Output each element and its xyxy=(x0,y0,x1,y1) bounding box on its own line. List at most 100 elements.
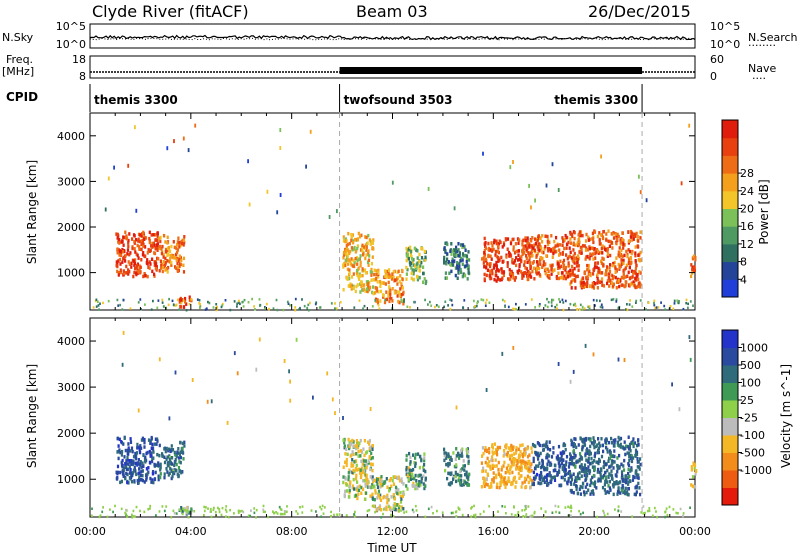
power-echo-cell xyxy=(489,264,492,269)
velocity-echo-cell xyxy=(116,464,120,469)
velocity-near-range-cell xyxy=(149,504,152,508)
velocity-echo-cell xyxy=(181,510,184,515)
velocity-echo-cell xyxy=(454,457,457,461)
power-echo-cell xyxy=(453,252,456,257)
velocity-echo-cell xyxy=(511,457,514,461)
velocity-sparse-cell xyxy=(121,362,124,367)
velocity-echo-cell xyxy=(691,475,695,479)
power-echo-cell xyxy=(142,274,145,279)
velocity-near-range-cell xyxy=(529,515,532,518)
velocity-echo-cell xyxy=(532,459,535,464)
power-echo-cell xyxy=(490,257,493,261)
velocity-echo-cell xyxy=(634,454,637,458)
velocity-echo-cell xyxy=(374,491,377,495)
velocity-near-range-cell xyxy=(382,508,385,511)
velocity-echo-cell xyxy=(568,461,571,466)
power-echo-cell xyxy=(164,247,168,252)
power-echo-cell xyxy=(584,284,587,288)
velocity-near-range-cell xyxy=(640,511,643,514)
velocity-near-range-cell xyxy=(620,510,623,513)
velocity-echo-cell xyxy=(534,444,537,449)
velocity-near-range-cell xyxy=(175,512,178,515)
velocity-echo-cell xyxy=(496,452,499,457)
power-echo-cell xyxy=(458,251,461,255)
power-echo-cell xyxy=(346,248,350,252)
power-echo-cell xyxy=(415,262,418,266)
power-echo-cell xyxy=(497,244,500,249)
power-echo-cell xyxy=(377,268,380,273)
power-echo-cell xyxy=(387,272,390,276)
power-echo-cell xyxy=(615,268,618,272)
velocity-echo-cell xyxy=(621,479,625,483)
velocity-near-range-cell xyxy=(126,514,129,518)
power-sparse-cell xyxy=(688,123,691,128)
power-echo-cell xyxy=(600,246,603,251)
power-echo-cell xyxy=(345,239,348,243)
power-echo-cell xyxy=(518,264,521,268)
power-echo-cell xyxy=(597,266,600,271)
power-echo-cell xyxy=(526,260,529,264)
power-echo-cell xyxy=(638,270,641,274)
power-echo-cell xyxy=(388,299,391,304)
velocity-echo-cell xyxy=(117,444,120,448)
velocity-echo-cell xyxy=(132,454,136,459)
power-echo-cell xyxy=(353,260,356,265)
velocity-near-range-cell xyxy=(225,510,228,513)
velocity-echo-cell xyxy=(481,469,484,474)
power-echo-cell xyxy=(586,268,589,272)
velocity-near-range-cell xyxy=(183,509,186,512)
power-near-range-cell xyxy=(289,304,291,307)
power-echo-cell xyxy=(345,244,348,248)
power-echo-cell xyxy=(636,244,639,248)
power-near-range-cell xyxy=(639,299,642,302)
power-near-range-cell xyxy=(687,302,689,306)
velocity-near-range-cell xyxy=(173,512,176,515)
velocity-echo-cell xyxy=(624,452,627,457)
power-echo-cell xyxy=(132,274,135,279)
power-near-range-cell xyxy=(294,309,297,312)
velocity-echo-cell xyxy=(120,479,123,484)
power-echo-cell xyxy=(456,261,459,265)
power-echo-cell xyxy=(579,283,582,288)
velocity-echo-cell xyxy=(589,483,592,488)
velocity-echo-cell xyxy=(119,480,122,485)
velocity-echo-cell xyxy=(402,482,405,486)
velocity-near-range-cell xyxy=(648,507,651,510)
power-near-range-cell xyxy=(207,300,209,304)
nave-tick-bottom: 0 xyxy=(710,70,717,83)
velocity-near-range-cell xyxy=(501,505,504,508)
velocity-echo-cell xyxy=(117,456,120,461)
power-echo-cell xyxy=(368,254,371,258)
velocity-echo-cell xyxy=(503,452,506,456)
velocity-near-range-cell xyxy=(132,509,135,513)
power-near-range-cell xyxy=(518,306,520,309)
velocity-echo-cell xyxy=(124,448,127,453)
power-echo-cell xyxy=(531,269,534,274)
power-sparse-cell xyxy=(453,206,456,211)
velocity-echo-cell xyxy=(377,494,380,498)
velocity-near-range-cell xyxy=(242,510,245,514)
velocity-echo-cell xyxy=(606,468,609,473)
velocity-echo-cell xyxy=(520,462,523,467)
velocity-echo-cell xyxy=(169,461,172,466)
velocity-echo-cell xyxy=(558,465,561,469)
velocity-echo-cell xyxy=(369,475,372,479)
power-near-range-cell xyxy=(400,300,403,304)
velocity-sparse-cell xyxy=(678,407,681,412)
velocity-echo-cell xyxy=(513,452,516,456)
power-echo-cell xyxy=(627,239,630,243)
power-echo-cell xyxy=(483,265,486,269)
velocity-echo-cell xyxy=(388,487,392,491)
velocity-near-range-cell xyxy=(596,515,599,519)
velocity-echo-cell xyxy=(628,458,631,463)
power-echo-cell xyxy=(618,246,621,250)
velocity-echo-cell xyxy=(617,435,620,440)
velocity-echo-cell xyxy=(571,456,574,460)
power-echo-cell xyxy=(352,240,355,245)
velocity-echo-cell xyxy=(556,456,560,461)
velocity-echo-cell xyxy=(417,452,420,456)
power-echo-cell xyxy=(569,250,572,254)
velocity-echo-cell xyxy=(575,478,578,482)
power-echo-cell xyxy=(691,267,694,272)
x-tick-label: 12:00 xyxy=(377,525,409,538)
